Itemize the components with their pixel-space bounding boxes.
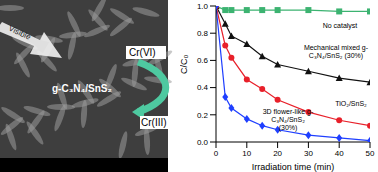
svg-text:Cr(VI): Cr(VI): [129, 47, 156, 58]
svg-text:0: 0: [214, 149, 219, 158]
svg-text:0.2: 0.2: [197, 111, 209, 120]
svg-text:50: 50: [366, 149, 370, 158]
svg-text:10: 10: [242, 149, 251, 158]
html-text:TiO₂/SnS₂: TiO₂/SnS₂: [335, 100, 367, 107]
svg-text:Visible: Visible: [8, 24, 33, 42]
svg-text:40: 40: [335, 149, 344, 158]
svg-text:0.4: 0.4: [197, 83, 209, 92]
html-text:3D flower-like g-C₃N₄/SnS₂ (30: 3D flower-like g-C₃N₄/SnS₂ (30%): [262, 108, 314, 131]
svg-text:0.6: 0.6: [197, 56, 209, 65]
html-text:Mechanical mixed g-C₃N₄/SnS₂ (: Mechanical mixed g-C₃N₄/SnS₂ (30%): [303, 44, 369, 59]
svg-text:0.0: 0.0: [197, 138, 209, 147]
svg-text:20: 20: [273, 149, 282, 158]
svg-text:0.8: 0.8: [197, 29, 209, 38]
svg-text:Irradiation time (min): Irradiation time (min): [252, 162, 335, 172]
svg-text:C/C₀: C/C₀: [180, 55, 189, 74]
html-text:No catalyst: No catalyst: [322, 22, 358, 29]
svg-text:30: 30: [304, 149, 313, 158]
svg-text:Cr(III): Cr(III): [141, 117, 167, 128]
svg-text:1.0: 1.0: [197, 2, 209, 11]
svg-text:g-C₃N₄/SnS₂: g-C₃N₄/SnS₂: [52, 83, 112, 94]
